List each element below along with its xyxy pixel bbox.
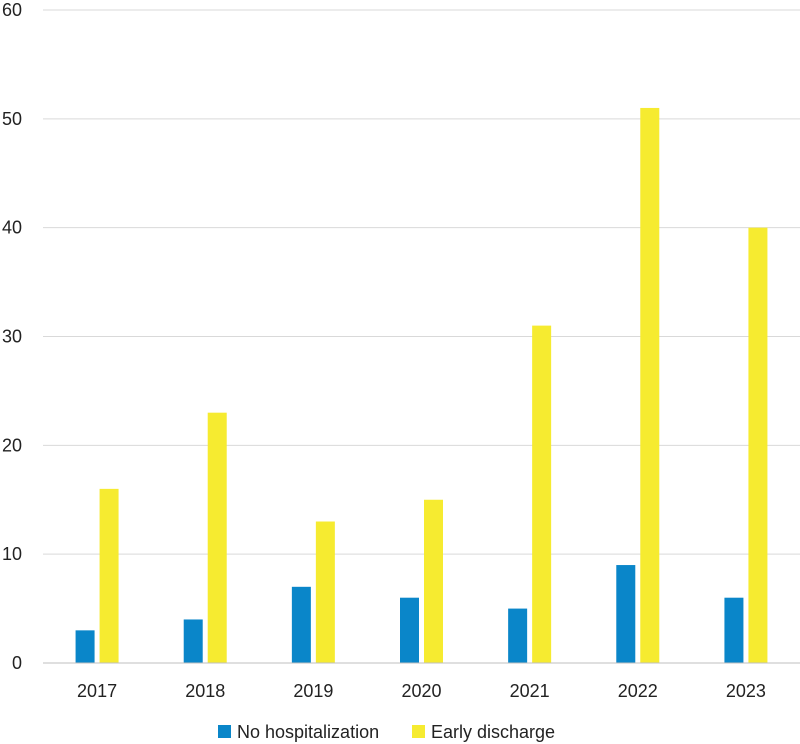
bar-no-hospitalization-2018 [183, 619, 203, 663]
bar-no-hospitalization-2020 [400, 597, 419, 663]
bar-early-discharge-2017 [99, 488, 119, 663]
legend-swatch-no-hospitalization [218, 725, 231, 738]
bar-early-discharge-2023 [748, 227, 768, 663]
legend-label-no-hospitalization: No hospitalization [237, 722, 379, 742]
y-tick-label-10: 10 [2, 544, 22, 564]
gridlines [43, 9, 800, 555]
bars [75, 107, 768, 663]
legend-swatch-early-discharge [412, 725, 425, 738]
y-tick-label-0: 0 [12, 653, 22, 673]
y-tick-label-50: 50 [2, 109, 22, 129]
y-axis-tick-labels: 0 10 20 30 40 50 60 [2, 0, 22, 673]
bar-early-discharge-2018 [207, 412, 227, 663]
bar-early-discharge-2019 [315, 521, 335, 663]
x-tick-label-2019: 2019 [293, 681, 333, 701]
legend: No hospitalization Early discharge [218, 722, 555, 742]
x-tick-label-2022: 2022 [618, 681, 658, 701]
bar-no-hospitalization-2021 [508, 608, 528, 663]
x-tick-label-2018: 2018 [185, 681, 225, 701]
bar-early-discharge-2021 [532, 325, 552, 663]
bar-early-discharge-2022 [640, 107, 660, 663]
y-tick-label-60: 60 [2, 0, 22, 20]
y-tick-label-20: 20 [2, 435, 22, 455]
legend-label-early-discharge: Early discharge [431, 722, 555, 742]
bar-early-discharge-2020 [424, 499, 443, 663]
bar-no-hospitalization-2017 [75, 630, 95, 663]
x-tick-label-2020: 2020 [401, 681, 441, 701]
x-tick-label-2017: 2017 [77, 681, 117, 701]
y-tick-label-40: 40 [2, 218, 22, 238]
bar-no-hospitalization-2022 [616, 565, 636, 663]
bar-no-hospitalization-2019 [291, 586, 311, 663]
x-tick-label-2023: 2023 [726, 681, 766, 701]
y-tick-label-30: 30 [2, 327, 22, 347]
x-axis-tick-labels: 2017 2018 2019 2020 2021 2022 2023 [77, 681, 766, 701]
bar-no-hospitalization-2023 [724, 597, 744, 663]
x-tick-label-2021: 2021 [510, 681, 550, 701]
